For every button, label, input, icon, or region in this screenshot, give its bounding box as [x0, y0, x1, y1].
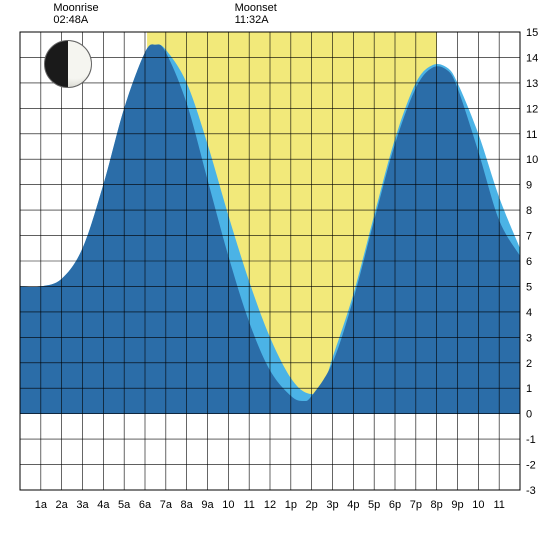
svg-text:9a: 9a — [201, 499, 214, 511]
svg-text:7a: 7a — [160, 499, 173, 511]
svg-text:12: 12 — [526, 103, 538, 115]
svg-text:7: 7 — [526, 231, 532, 243]
moonset-title: Moonset — [235, 2, 277, 14]
moonrise-label: Moonrise 02:48A — [53, 2, 98, 26]
svg-text:6: 6 — [526, 256, 532, 268]
moonset-time: 11:32A — [235, 14, 277, 26]
svg-text:11: 11 — [243, 499, 254, 511]
svg-text:13: 13 — [526, 78, 538, 90]
moon-phase-icon — [44, 40, 92, 88]
svg-text:12: 12 — [264, 499, 276, 511]
svg-text:-1: -1 — [526, 434, 536, 446]
tide-chart: Moonrise 02:48A Moonset 11:32A -3-2-1012… — [0, 0, 550, 550]
svg-text:6a: 6a — [139, 499, 152, 511]
svg-text:5p: 5p — [368, 499, 380, 511]
svg-text:3: 3 — [526, 332, 532, 344]
svg-text:4p: 4p — [347, 499, 359, 511]
svg-text:1a: 1a — [35, 499, 48, 511]
svg-text:8p: 8p — [431, 499, 443, 511]
svg-text:5a: 5a — [118, 499, 131, 511]
svg-text:3a: 3a — [76, 499, 89, 511]
svg-text:4a: 4a — [97, 499, 110, 511]
svg-text:7p: 7p — [410, 499, 422, 511]
svg-text:1p: 1p — [285, 499, 297, 511]
moonrise-time: 02:48A — [53, 14, 98, 26]
svg-text:10: 10 — [526, 154, 538, 166]
svg-text:-2: -2 — [526, 460, 536, 472]
svg-text:1: 1 — [526, 383, 532, 395]
svg-text:10: 10 — [472, 499, 484, 511]
svg-text:3p: 3p — [326, 499, 338, 511]
svg-text:6p: 6p — [389, 499, 401, 511]
svg-text:11: 11 — [526, 129, 537, 141]
svg-text:15: 15 — [526, 27, 538, 39]
moon-lit-half — [68, 41, 91, 87]
svg-text:2: 2 — [526, 358, 532, 370]
svg-text:2a: 2a — [56, 499, 69, 511]
svg-text:-3: -3 — [526, 485, 536, 497]
svg-text:8a: 8a — [181, 499, 194, 511]
svg-text:11: 11 — [493, 499, 504, 511]
moonset-label: Moonset 11:32A — [235, 2, 277, 26]
svg-text:4: 4 — [526, 307, 532, 319]
moonrise-title: Moonrise — [53, 2, 98, 14]
svg-text:0: 0 — [526, 409, 532, 421]
svg-text:2p: 2p — [306, 499, 318, 511]
svg-text:8: 8 — [526, 205, 532, 217]
svg-text:14: 14 — [526, 52, 538, 64]
svg-text:9: 9 — [526, 180, 532, 192]
svg-text:10: 10 — [222, 499, 234, 511]
svg-text:9p: 9p — [451, 499, 463, 511]
svg-text:5: 5 — [526, 281, 532, 293]
